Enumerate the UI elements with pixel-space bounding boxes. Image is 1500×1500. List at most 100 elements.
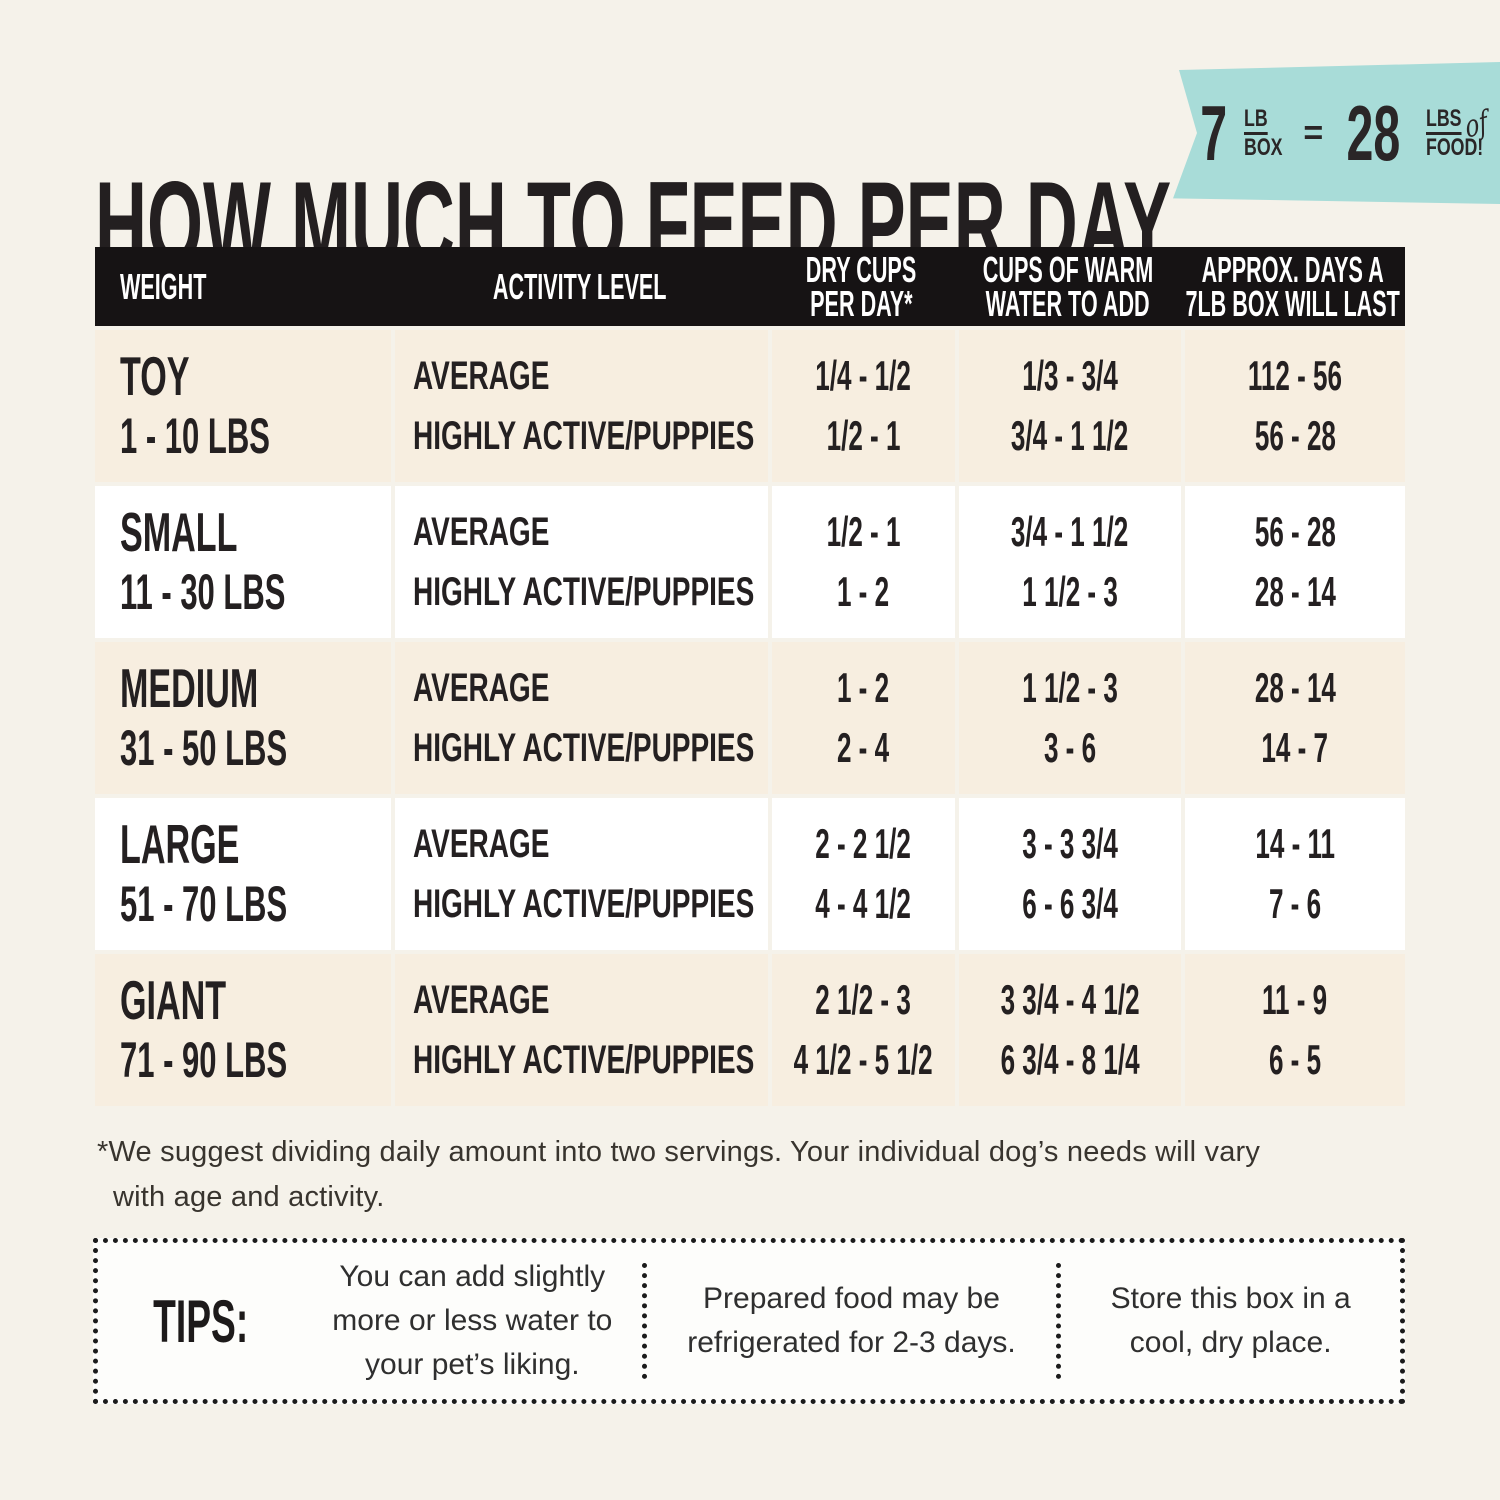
dry-cups-average: 1/4 - 1/2 xyxy=(815,352,912,399)
tip-divider xyxy=(641,1263,647,1379)
days-last-cell: 28 - 14 14 - 7 xyxy=(1181,642,1405,794)
activity-cell: AVERAGE HIGHLY ACTIVE/PUPPIES xyxy=(391,330,768,482)
tips-box: TIPS: You can add slightly more or less … xyxy=(93,1238,1405,1404)
dry-cups-active: 1/2 - 1 xyxy=(826,412,901,459)
days-last-cell: 112 - 56 56 - 28 xyxy=(1181,330,1405,482)
dry-cups-average: 1 - 2 xyxy=(837,664,890,711)
warm-water-average: 1 1/2 - 3 xyxy=(1022,664,1118,711)
activity-cell: AVERAGE HIGHLY ACTIVE/PUPPIES xyxy=(391,954,768,1106)
serving-footnote: *We suggest dividing daily amount into t… xyxy=(97,1130,1260,1220)
table-row-medium: MEDIUM 31 - 50 LBS AVERAGE HIGHLY ACTIVE… xyxy=(95,642,1405,794)
size-label: LARGE xyxy=(120,813,240,875)
badge-equals-sign: = xyxy=(1303,113,1324,152)
days-active: 56 - 28 xyxy=(1254,412,1336,459)
days-active: 6 - 5 xyxy=(1268,1036,1322,1083)
weight-cell: GIANT 71 - 90 LBS xyxy=(95,954,391,1106)
header-cell-warm-water: CUPS OF WARM WATER TO ADD xyxy=(982,248,1154,324)
warm-water-cell: 3 - 3 3/4 6 - 6 3/4 xyxy=(955,798,1181,950)
warm-water-average: 3/4 - 1 1/2 xyxy=(1011,508,1129,555)
tips-label: TIPS: xyxy=(152,1287,249,1355)
badge-of-script: of xyxy=(1462,104,1491,146)
warm-water-average: 3 - 3 3/4 xyxy=(1022,820,1118,867)
activity-active-label: HIGHLY ACTIVE/PUPPIES xyxy=(413,413,755,458)
warm-water-active: 3/4 - 1 1/2 xyxy=(1011,412,1129,459)
activity-average-label: AVERAGE xyxy=(413,509,550,554)
badge-box-unit: LB BOX xyxy=(1244,106,1283,161)
warm-water-cell: 3/4 - 1 1/2 1 1/2 - 3 xyxy=(955,486,1181,638)
warm-water-average: 3 3/4 - 4 1/2 xyxy=(1000,976,1140,1023)
warm-water-cell: 1/3 - 3/4 3/4 - 1 1/2 xyxy=(955,330,1181,482)
footnote-line-2: with age and activity. xyxy=(113,1181,385,1213)
dry-cups-active: 2 - 4 xyxy=(837,724,890,771)
days-last-cell: 56 - 28 28 - 14 xyxy=(1181,486,1405,638)
tip-item-storage: Store this box in a cool, dry place. xyxy=(1110,1282,1351,1359)
badge-food-qty: 28 xyxy=(1346,89,1401,177)
dry-cups-active: 4 - 4 1/2 xyxy=(815,880,912,927)
dry-cups-active: 4 1/2 - 5 1/2 xyxy=(794,1036,933,1083)
weight-cell: MEDIUM 31 - 50 LBS xyxy=(95,642,391,794)
activity-average-label: AVERAGE xyxy=(413,821,550,866)
days-last-cell: 11 - 9 6 - 5 xyxy=(1181,954,1405,1106)
tip-item-refrigerate: Prepared food may be refrigerated for 2-… xyxy=(687,1282,1016,1359)
days-average: 56 - 28 xyxy=(1254,508,1336,555)
days-average: 112 - 56 xyxy=(1247,352,1343,399)
size-label: TOY xyxy=(120,345,190,407)
size-label: MEDIUM xyxy=(120,657,259,719)
warm-water-active: 3 - 6 xyxy=(1043,724,1097,771)
warm-water-active: 6 3/4 - 8 1/4 xyxy=(1000,1036,1140,1083)
activity-average-label: AVERAGE xyxy=(413,353,550,398)
activity-average-label: AVERAGE xyxy=(413,977,550,1022)
weight-range: 11 - 30 LBS xyxy=(120,564,286,620)
warm-water-cell: 3 3/4 - 4 1/2 6 3/4 - 8 1/4 xyxy=(955,954,1181,1106)
badge-lb-label: LB xyxy=(1244,106,1268,135)
activity-active-label: HIGHLY ACTIVE/PUPPIES xyxy=(413,725,755,770)
days-active: 14 - 7 xyxy=(1261,724,1329,771)
dry-cups-cell: 1 - 2 2 - 4 xyxy=(768,642,955,794)
warm-water-active: 1 1/2 - 3 xyxy=(1022,568,1118,615)
footnote-line-1: *We suggest dividing daily amount into t… xyxy=(97,1136,1261,1168)
size-label: SMALL xyxy=(120,501,238,563)
warm-water-average: 1/3 - 3/4 xyxy=(1022,352,1118,399)
dry-cups-cell: 2 - 2 1/2 4 - 4 1/2 xyxy=(768,798,955,950)
header-cell-activity: ACTIVITY LEVEL xyxy=(492,265,667,307)
weight-cell: LARGE 51 - 70 LBS xyxy=(95,798,391,950)
badge-box-label: BOX xyxy=(1244,134,1283,161)
tip-divider xyxy=(1056,1263,1062,1379)
badge-box-qty: 7 xyxy=(1200,89,1228,177)
box-equivalence-badge: 7 LB BOX = 28 LBS of FOOD! xyxy=(1173,62,1500,204)
badge-food-label: FOOD! xyxy=(1425,134,1484,161)
dry-cups-cell: 1/4 - 1/2 1/2 - 1 xyxy=(768,330,955,482)
badge-lbs-label: LBS xyxy=(1425,106,1462,135)
tip-item-water: You can add slightly more or less water … xyxy=(332,1260,613,1381)
dry-cups-cell: 2 1/2 - 3 4 1/2 - 5 1/2 xyxy=(768,954,955,1106)
days-last-cell: 14 - 11 7 - 6 xyxy=(1181,798,1405,950)
days-active: 7 - 6 xyxy=(1268,880,1322,927)
table-row-giant: GIANT 71 - 90 LBS AVERAGE HIGHLY ACTIVE/… xyxy=(95,954,1405,1106)
activity-cell: AVERAGE HIGHLY ACTIVE/PUPPIES xyxy=(391,486,768,638)
dry-cups-average: 2 - 2 1/2 xyxy=(815,820,912,867)
activity-active-label: HIGHLY ACTIVE/PUPPIES xyxy=(413,1037,755,1082)
days-average: 14 - 11 xyxy=(1255,820,1335,867)
days-average: 28 - 14 xyxy=(1254,664,1336,711)
dry-cups-active: 1 - 2 xyxy=(837,568,890,615)
days-average: 11 - 9 xyxy=(1262,976,1328,1023)
activity-active-label: HIGHLY ACTIVE/PUPPIES xyxy=(413,881,755,926)
days-active: 28 - 14 xyxy=(1254,568,1336,615)
header-cell-weight: WEIGHT xyxy=(120,265,207,307)
table-row-small: SMALL 11 - 30 LBS AVERAGE HIGHLY ACTIVE/… xyxy=(95,486,1405,638)
activity-active-label: HIGHLY ACTIVE/PUPPIES xyxy=(413,569,755,614)
table-row-toy: TOY 1 - 10 LBS AVERAGE HIGHLY ACTIVE/PUP… xyxy=(95,330,1405,482)
header-cell-days-last: APPROX. DAYS A 7LB BOX WILL LAST xyxy=(1185,248,1401,324)
activity-average-label: AVERAGE xyxy=(413,665,550,710)
size-label: GIANT xyxy=(120,969,227,1031)
activity-cell: AVERAGE HIGHLY ACTIVE/PUPPIES xyxy=(391,798,768,950)
weight-range: 31 - 50 LBS xyxy=(120,720,288,776)
weight-range: 1 - 10 LBS xyxy=(120,408,270,464)
weight-cell: TOY 1 - 10 LBS xyxy=(95,330,391,482)
weight-range: 71 - 90 LBS xyxy=(120,1032,288,1088)
dry-cups-average: 1/2 - 1 xyxy=(826,508,901,555)
weight-range: 51 - 70 LBS xyxy=(120,876,288,932)
weight-cell: SMALL 11 - 30 LBS xyxy=(95,486,391,638)
header-cell-dry-cups: DRY CUPS PER DAY* xyxy=(806,248,917,324)
